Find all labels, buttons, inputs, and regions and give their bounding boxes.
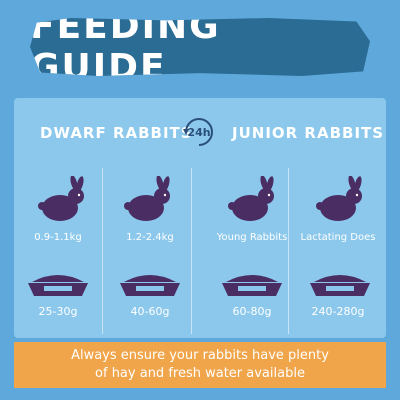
junior-rabbits-heading: JUNIOR RABBITS bbox=[232, 124, 385, 142]
clock-24h-icon: 24h bbox=[183, 118, 213, 146]
footer-note: Always ensure your rabbits have plenty o… bbox=[14, 342, 386, 388]
weight-label: 0.9-1.1kg bbox=[34, 232, 82, 243]
rabbit-icon bbox=[316, 176, 362, 221]
weight-label: Lactating Does bbox=[300, 232, 376, 243]
rabbit-icon bbox=[124, 176, 170, 221]
food-bowl-icon bbox=[310, 275, 370, 296]
column-divider bbox=[14, 168, 103, 334]
dwarf-rabbits-heading: DWARF RABBITS bbox=[40, 124, 193, 142]
page-title: FEEDING GUIDE bbox=[30, 6, 221, 88]
food-bowl-icon bbox=[28, 275, 88, 296]
weight-label: Young Rabbits bbox=[216, 232, 288, 243]
amount-label: 25-30g bbox=[38, 305, 78, 318]
food-bowl-icon bbox=[120, 275, 180, 296]
amount-label: 240-280g bbox=[311, 305, 365, 318]
amount-label: 40-60g bbox=[130, 305, 170, 318]
footer-line-1: Always ensure your rabbits have plenty bbox=[71, 348, 329, 363]
column-divider bbox=[103, 168, 192, 334]
clock-label: 24h bbox=[187, 126, 210, 139]
column-divider bbox=[200, 168, 289, 334]
food-bowl-icon bbox=[222, 275, 282, 296]
rabbit-icon bbox=[38, 176, 84, 221]
guide-panel bbox=[14, 98, 386, 338]
weight-label: 1.2-2.4kg bbox=[126, 232, 174, 243]
amount-label: 60-80g bbox=[232, 305, 272, 318]
footer-line-2: of hay and fresh water available bbox=[95, 366, 305, 381]
title-banner: FEEDING GUIDE bbox=[30, 18, 370, 76]
rabbit-icon bbox=[228, 176, 274, 221]
